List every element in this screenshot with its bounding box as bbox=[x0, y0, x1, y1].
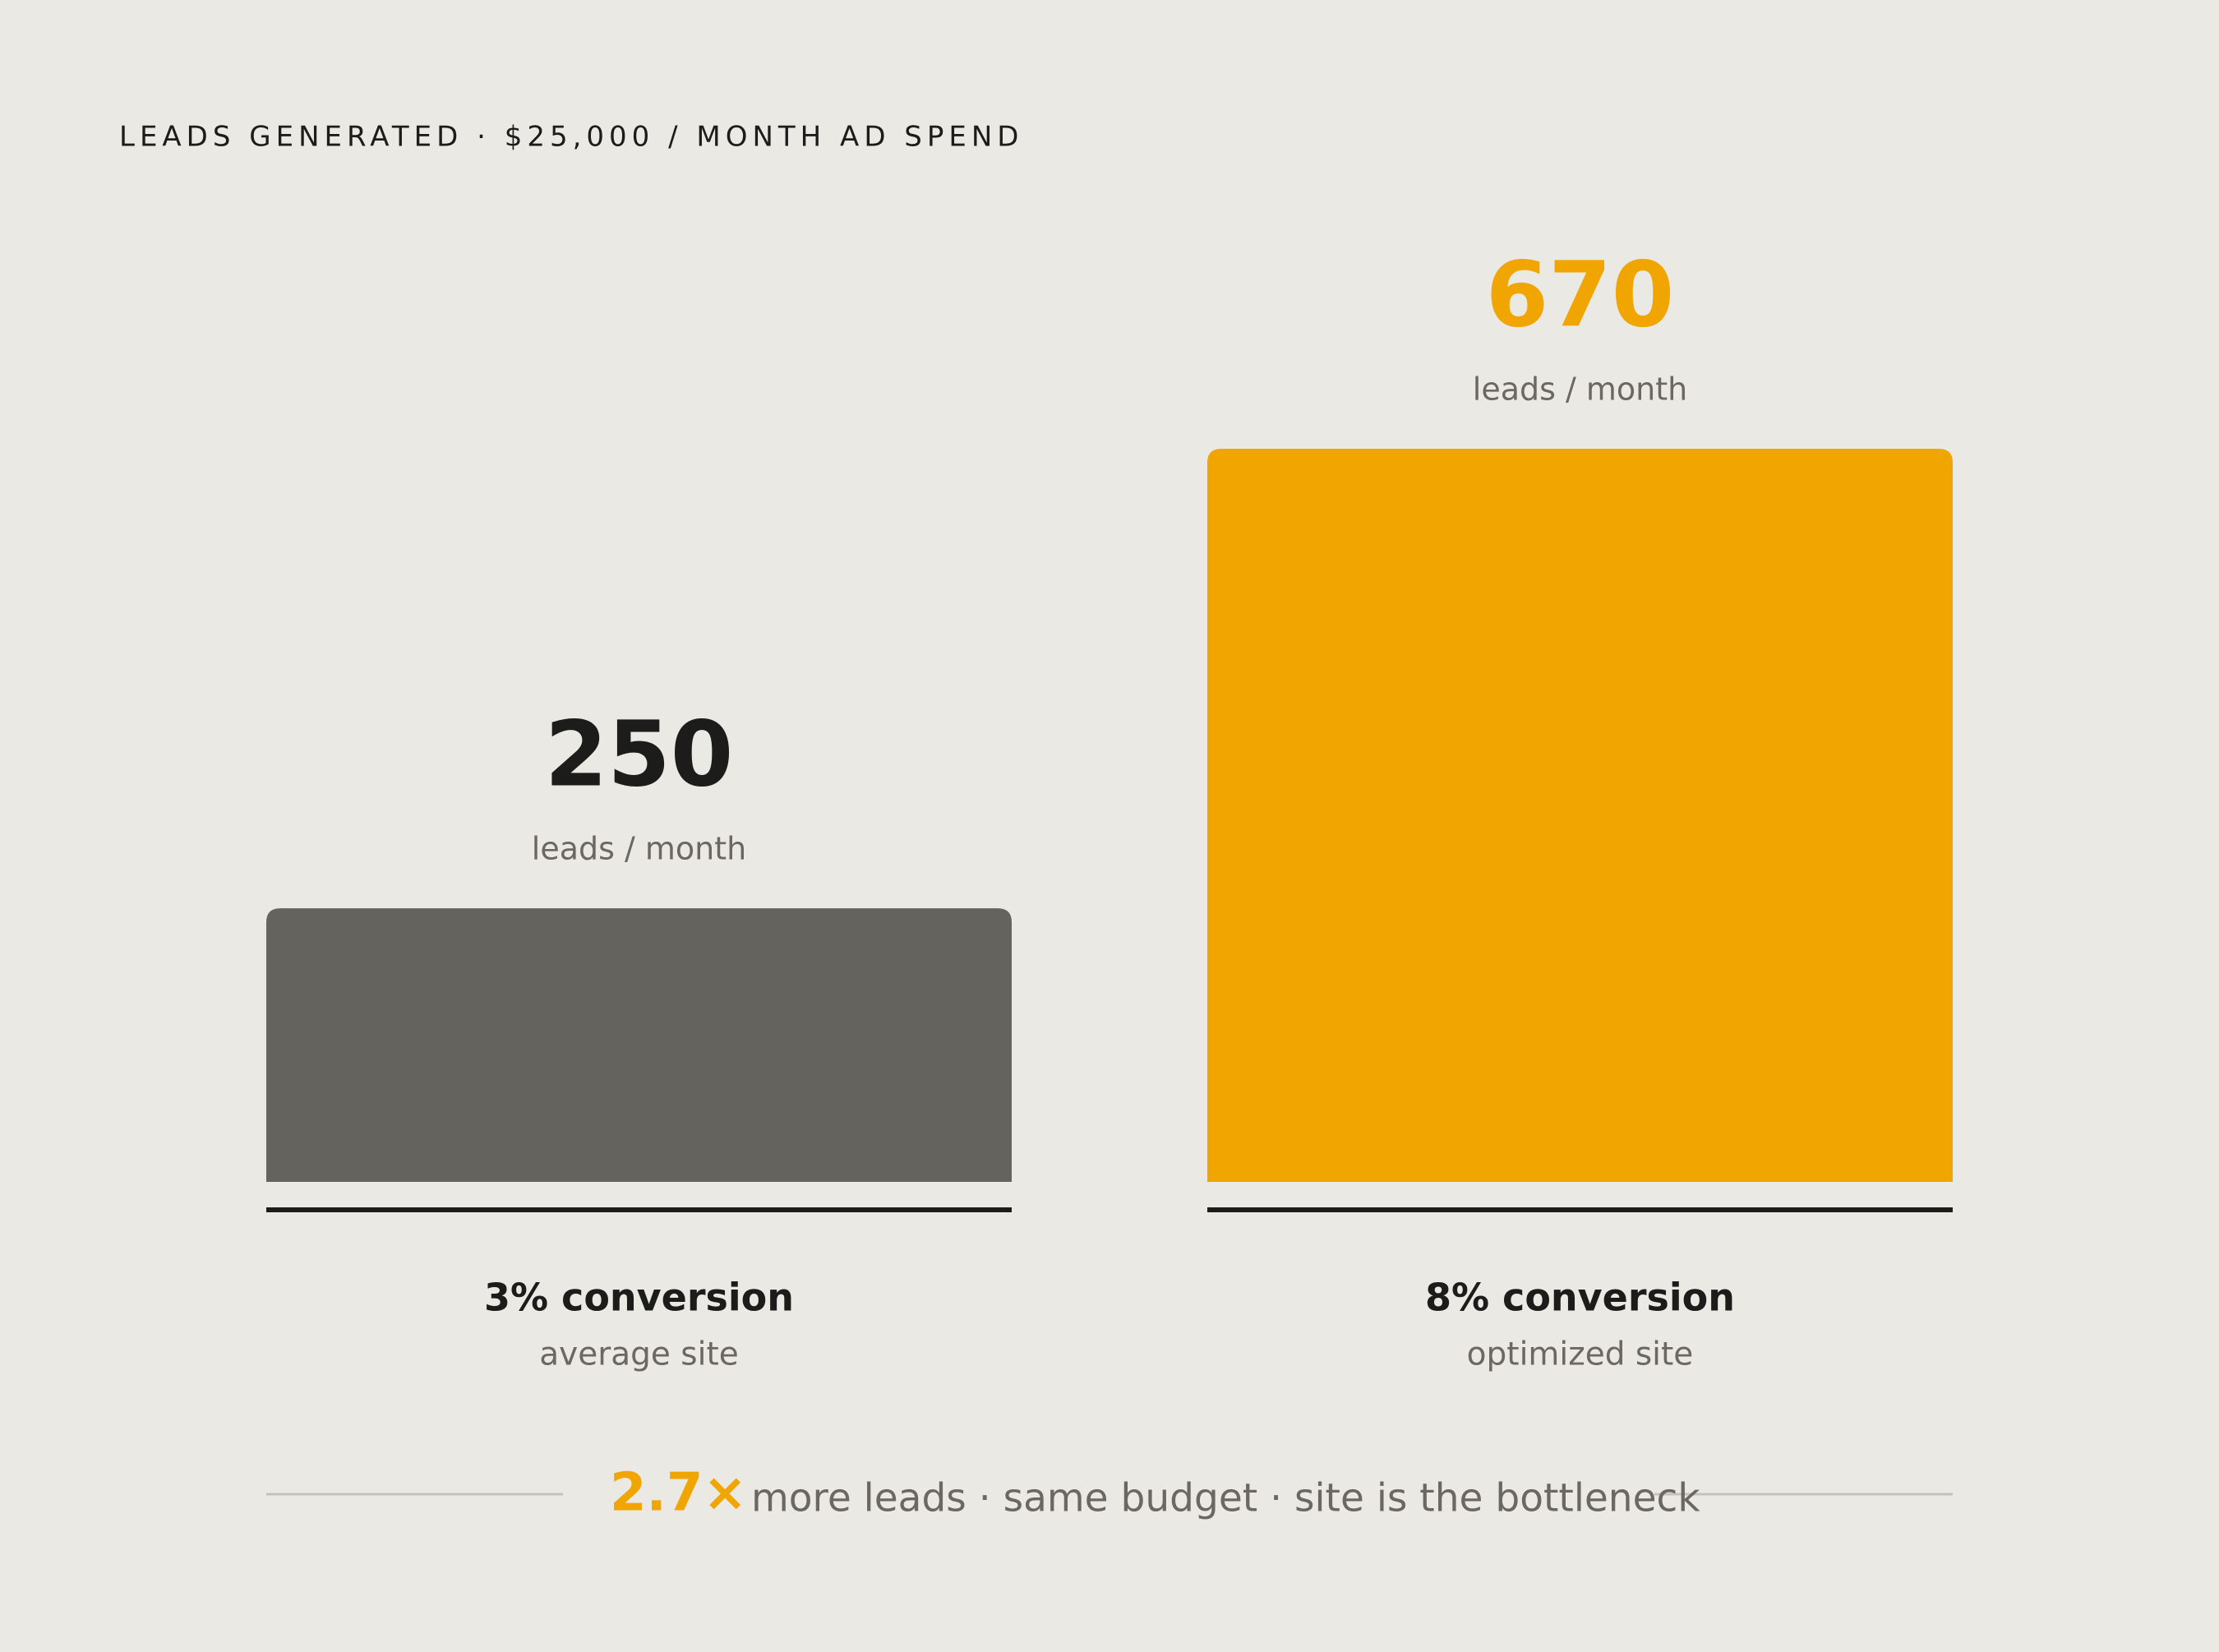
subcategory-label: optimized site bbox=[1467, 1336, 1694, 1373]
value-label: 670 bbox=[1486, 242, 1675, 347]
category-label: 8% conversion bbox=[1425, 1276, 1735, 1320]
baseline bbox=[1207, 1207, 1953, 1212]
value-label: 250 bbox=[545, 701, 734, 806]
chart-title: LEADS GENERATED · $25,000 / MONTH AD SPE… bbox=[119, 121, 1024, 154]
unit-label: leads / month bbox=[532, 831, 746, 867]
bar bbox=[1207, 449, 1953, 1182]
subcategory-label: average site bbox=[539, 1336, 739, 1373]
annotation-text: more leads · same budget · site is the b… bbox=[751, 1476, 1700, 1521]
unit-label: leads / month bbox=[1473, 371, 1687, 408]
baseline bbox=[266, 1207, 1012, 1212]
bar bbox=[266, 908, 1012, 1182]
category-label: 3% conversion bbox=[484, 1276, 794, 1320]
annotation-emphasis: 2.7× bbox=[610, 1463, 747, 1524]
